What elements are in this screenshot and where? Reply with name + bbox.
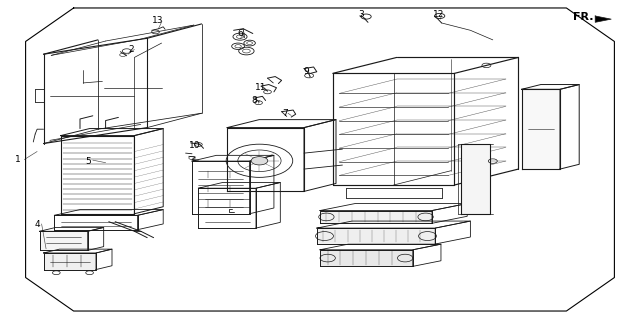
Text: FR.: FR. bbox=[573, 12, 593, 22]
Polygon shape bbox=[461, 144, 490, 214]
Polygon shape bbox=[44, 253, 96, 270]
Text: 6: 6 bbox=[237, 29, 243, 38]
Text: 8: 8 bbox=[252, 96, 257, 105]
Polygon shape bbox=[317, 228, 435, 244]
Polygon shape bbox=[320, 211, 432, 223]
Text: 1: 1 bbox=[15, 155, 20, 164]
Text: 11: 11 bbox=[255, 83, 266, 92]
Polygon shape bbox=[40, 231, 88, 250]
Text: 13: 13 bbox=[152, 16, 164, 25]
Text: 3: 3 bbox=[359, 10, 364, 19]
Polygon shape bbox=[320, 250, 413, 266]
Text: 5: 5 bbox=[86, 157, 91, 166]
Text: 10: 10 bbox=[189, 141, 201, 150]
Polygon shape bbox=[595, 16, 611, 22]
Text: 4: 4 bbox=[35, 220, 40, 229]
Text: 9: 9 bbox=[303, 67, 308, 76]
Polygon shape bbox=[522, 89, 560, 169]
Text: 7: 7 bbox=[282, 109, 287, 118]
Text: 12: 12 bbox=[433, 10, 444, 19]
Text: 2: 2 bbox=[129, 45, 134, 54]
Circle shape bbox=[251, 157, 268, 165]
